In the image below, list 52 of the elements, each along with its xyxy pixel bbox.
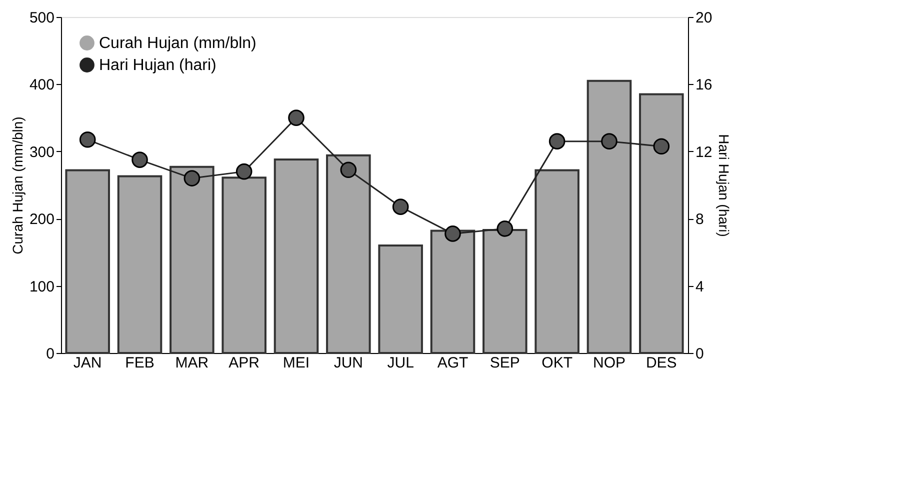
bar	[222, 176, 266, 354]
y-tick-label: 400	[29, 76, 54, 94]
y-tick-label: 200	[29, 211, 54, 228]
y-axis-title: Curah Hujan (mm/bln)	[9, 116, 26, 254]
legend-label: Hari Hujan (hari)	[99, 57, 216, 74]
x-tick-label: JAN	[73, 354, 102, 372]
point	[340, 162, 357, 178]
point	[653, 138, 670, 155]
x-tick-label: AGT	[437, 354, 468, 372]
bar	[639, 93, 684, 354]
y2-tick-label: 0	[696, 346, 704, 362]
y2-tick-label: 12	[696, 144, 712, 161]
x-tick-label: MEI	[282, 354, 310, 372]
x-tick-label: MAR	[175, 354, 209, 372]
bar	[117, 175, 162, 354]
point	[496, 220, 514, 237]
bar	[378, 244, 423, 354]
x-tick-label: OKT	[542, 354, 572, 372]
legend-label: Curah Hujan (mm/bln)	[99, 35, 256, 52]
x-tick-label: NOP	[592, 354, 626, 372]
y2-tick-label: 8	[696, 211, 704, 228]
point	[548, 133, 566, 150]
bar	[65, 169, 110, 354]
bar	[170, 166, 214, 354]
bar	[482, 229, 528, 354]
bar	[274, 158, 319, 354]
x-tick-label: FEB	[125, 354, 154, 372]
bar	[534, 169, 580, 354]
bar	[430, 230, 476, 354]
point	[288, 110, 304, 126]
point	[79, 131, 96, 148]
x-tick-label: JUL	[387, 354, 414, 372]
x-tick-label: APR	[228, 354, 260, 372]
x-tick-label: JUN	[334, 354, 364, 372]
y-tick-label: 0	[46, 346, 54, 362]
y-tick-label: 300	[29, 144, 54, 161]
y-tick-label: 500	[29, 10, 54, 26]
bar	[326, 154, 371, 354]
bar	[586, 80, 632, 354]
point	[184, 170, 200, 186]
y2-tick-label: 20	[696, 10, 712, 26]
y2-axis-title: Hari Hujan (hari)	[716, 134, 732, 237]
point	[601, 133, 618, 150]
x-tick-label: DES	[646, 354, 677, 372]
y-tick-label: 100	[29, 278, 54, 296]
point	[444, 226, 461, 242]
point	[132, 152, 148, 168]
point	[236, 163, 252, 180]
y2-tick-label: 4	[696, 278, 704, 296]
y2-tick-label: 16	[696, 76, 712, 94]
point	[392, 198, 409, 215]
x-tick-label: SEP	[490, 354, 520, 372]
